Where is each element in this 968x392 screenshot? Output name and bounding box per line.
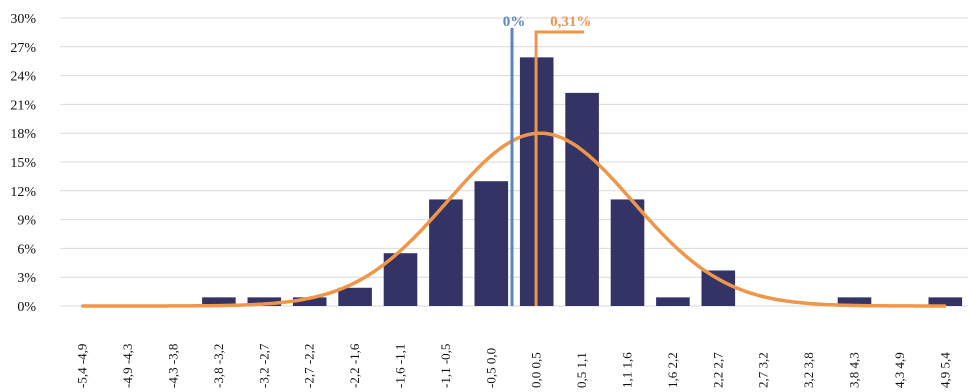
histogram-bar: [247, 297, 282, 306]
histogram-bar: [565, 92, 599, 306]
y-tick-label: 18%: [10, 127, 36, 142]
x-tick-label: -4,3 -3,8: [166, 344, 181, 388]
histogram-bar: [202, 297, 236, 306]
histogram-bar: [292, 297, 327, 306]
y-tick-label: 27%: [10, 41, 36, 56]
normal-curve-line: [80, 131, 947, 308]
x-tick-label: -5,4 -4,9: [75, 344, 90, 388]
x-tick-label: -1,1 -0,5: [438, 344, 453, 388]
y-tick-label: 0%: [17, 300, 36, 315]
annotations: 0% 0,31%: [503, 14, 591, 306]
histogram-bar: [656, 297, 690, 306]
mean-actual-line: [534, 30, 585, 306]
mean-actual-label: 0,31%: [550, 14, 591, 30]
x-tick-label: 0,5 1,1: [574, 352, 589, 388]
x-tick-label: -4,9 -4,3: [120, 344, 135, 388]
mean-zero-label: 0%: [503, 14, 526, 30]
x-tick-label: -0,5 0,0: [483, 348, 498, 388]
histogram-bar: [837, 297, 872, 306]
x-tick-label: -3,2 -2,7: [256, 343, 271, 388]
x-tick-label: 4,9 5,4: [937, 352, 952, 388]
y-tick-label: 30%: [10, 12, 36, 27]
histogram-bar: [338, 287, 372, 306]
y-tick-label: 6%: [17, 242, 36, 257]
histogram-bar: [474, 181, 509, 306]
y-axis-ticks: 0% 3% 6% 9% 12% 15% 18% 21% 24% 27% 30%: [10, 12, 36, 315]
histogram-bar: [928, 297, 963, 306]
x-tick-label: -2,7 -2,2: [302, 344, 317, 388]
x-tick-label: -1,6 -1,1: [393, 344, 408, 388]
x-tick-label: -3,8 -3,2: [211, 344, 226, 388]
x-axis-ticks: -5,4 -4,9 -4,9 -4,3 -4,3 -3,8 -3,8 -3,2 -3,2…: [75, 343, 953, 388]
x-tick-label: 3,2 3,8: [801, 352, 816, 388]
x-tick-label: 1,1 1,6: [620, 352, 635, 388]
x-tick-label: 0,0 0,5: [529, 352, 544, 388]
y-tick-label: 21%: [10, 98, 36, 113]
x-tick-label: 1,6 2,2: [665, 352, 680, 388]
gridlines: [60, 17, 968, 307]
x-tick-label: 3,8 4,3: [847, 352, 862, 388]
y-tick-label: 15%: [10, 156, 36, 171]
normal-curve-series: [80, 131, 947, 308]
y-tick-label: 9%: [17, 214, 36, 229]
histogram-bar: [701, 270, 736, 306]
x-tick-label: 2,2 2,7: [710, 352, 725, 388]
x-tick-label: -2,2 -1,6: [347, 343, 362, 388]
x-tick-label: 2,7 3,2: [756, 352, 771, 388]
histogram-bar: [610, 199, 645, 306]
x-tick-label: 4,3 4,9: [892, 352, 907, 388]
y-tick-label: 12%: [10, 185, 36, 200]
y-tick-label: 24%: [10, 70, 36, 85]
y-tick-label: 3%: [17, 271, 36, 286]
